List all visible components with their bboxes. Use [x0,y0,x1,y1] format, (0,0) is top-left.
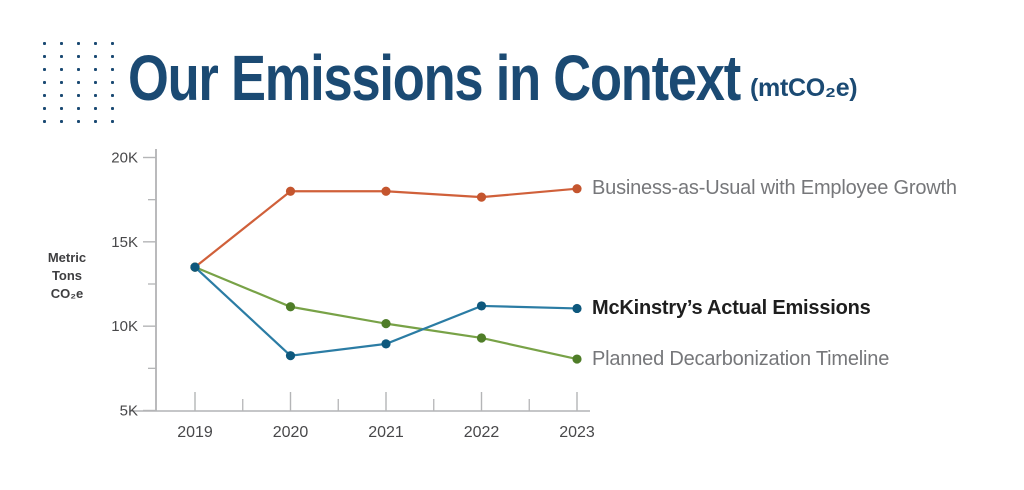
grid-dot [94,42,97,45]
data-point-series-1 [572,303,582,314]
grid-dot [77,107,80,110]
x-tick-label: 2019 [177,424,213,441]
x-tick-label: 2023 [559,424,595,441]
grid-dot [60,42,63,45]
y-axis-label-line: Tons [51,268,83,283]
grid-dot [43,42,46,45]
grid-dot [77,42,80,45]
y-tick-label: 10K [111,318,138,335]
dot-grid-decoration [43,42,128,133]
grid-dot [94,55,97,58]
grid-dot [43,81,46,84]
grid-dot [94,94,97,97]
x-tick-label: 2021 [368,424,404,441]
y-tick-label: 5K [120,403,138,420]
grid-dot [111,42,114,45]
grid-dot [111,94,114,97]
grid-dot [43,68,46,71]
data-point-series-0 [285,186,296,196]
y-tick-label: 20K [111,150,138,167]
grid-dot [77,94,80,97]
page-subtitle: (mtCO₂e) [750,74,858,102]
grid-dot [60,107,63,110]
grid-dot [77,81,80,84]
grid-dot [60,94,63,97]
data-point-series-0 [381,186,391,196]
x-tick-label: 2020 [273,424,309,441]
grid-dot [111,81,114,84]
y-tick-label: 15K [111,234,138,251]
grid-dot [43,107,46,110]
data-point-series-0 [476,192,487,202]
data-point-series-2 [476,333,487,343]
page-title: Our Emissions in Context [128,42,741,114]
grid-dot [94,107,97,110]
data-point-series-2 [285,302,296,312]
grid-dot [77,55,80,58]
grid-dot [111,55,114,58]
y-axis-label-line: Metric [47,250,87,265]
grid-dot [94,68,97,71]
data-point-series-2 [381,319,391,329]
grid-dot [94,81,97,84]
data-point-series-2 [572,354,582,364]
grid-dot [43,55,46,58]
grid-dot [94,120,97,123]
grid-dot [60,68,63,71]
data-point-series-0 [572,184,582,194]
grid-dot [43,94,46,97]
grid-dot [60,81,63,84]
y-axis-label: Metric Tons CO₂e [38,249,96,303]
series-end-label-planned: Planned Decarbonization Timeline [592,347,890,370]
data-point-series-1 [476,301,487,311]
y-axis-label-line: CO₂e [50,286,84,301]
grid-dot [43,120,46,123]
grid-dot [111,107,114,110]
grid-dot [111,120,114,123]
series-line-0 [194,187,578,268]
grid-dot [77,120,80,123]
data-point-series-1 [285,351,296,361]
grid-dot [60,120,63,123]
grid-dot [60,55,63,58]
grid-dot [111,68,114,71]
x-tick-label: 2022 [464,424,500,441]
data-point-series-1 [381,339,391,349]
data-point-series-1 [190,262,200,272]
series-end-label-bau: Business-as-Usual with Employee Growth [592,177,957,200]
grid-dot [77,68,80,71]
series-end-label-actual: McKinstry’s Actual Emissions [592,296,871,319]
